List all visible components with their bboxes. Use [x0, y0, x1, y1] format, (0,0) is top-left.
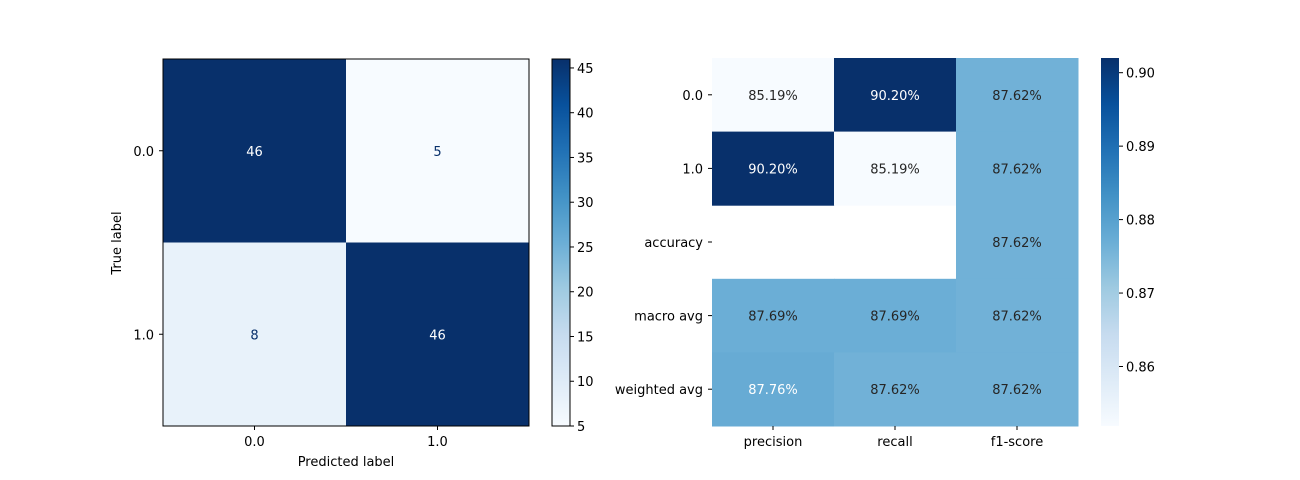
confusion-matrix-colorbar-tick-label: 20	[577, 286, 594, 301]
confusion-matrix-cell-label: 5	[433, 145, 441, 160]
classification-report-cell	[956, 278, 1079, 353]
classification-report-cell-label: 87.62%	[992, 383, 1042, 398]
classification-report-cell-label: 87.62%	[870, 383, 920, 398]
classification-report-x-ticks: precision recall f1-score	[744, 426, 1043, 450]
classification-report-cell	[956, 58, 1079, 133]
classification-report-cell	[834, 352, 957, 427]
confusion-matrix-xlabel: Predicted label	[298, 455, 395, 470]
confusion-matrix-cell-label: 46	[429, 328, 446, 343]
classification-report-x-tick-label: precision	[744, 435, 803, 450]
classification-report-cell	[956, 205, 1079, 280]
confusion-matrix-colorbar-tick-label: 35	[577, 151, 594, 166]
classification-report-colorbar-fill	[1101, 58, 1119, 426]
confusion-matrix-colorbar-frame	[551, 58, 571, 427]
classification-report-cell	[712, 58, 835, 133]
confusion-matrix-cell-label: 8	[250, 328, 258, 343]
classification-report-cell-label: 87.62%	[992, 236, 1042, 251]
classification-report-cell	[712, 352, 835, 427]
classification-report-y-tick-label: weighted avg	[615, 383, 703, 398]
confusion-matrix-y-ticks: 0.0 1.0	[133, 145, 163, 343]
classification-report-cell-label: 87.69%	[748, 310, 798, 325]
classification-report-x-tick-label: f1-score	[991, 435, 1043, 450]
confusion-matrix-cell-labels: 46 5 8 46	[246, 145, 446, 344]
classification-report-colorbar: 0.86 0.87 0.88 0.89 0.90	[1101, 58, 1155, 426]
confusion-matrix-colorbar-tick-label: 25	[577, 241, 594, 256]
confusion-matrix-colorbar: 5 10 15 20 25 30 35 40 45	[551, 58, 594, 435]
confusion-matrix-colorbar-tick-label: 30	[577, 196, 594, 211]
confusion-matrix-ylabel: True label	[110, 211, 125, 275]
classification-report-cell-label: 87.69%	[870, 310, 920, 325]
confusion-matrix-y-tick-label: 0.0	[133, 145, 154, 160]
classification-report-colorbar-tick-label: 0.90	[1126, 67, 1155, 82]
classification-report-colorbar-tick-label: 0.88	[1126, 214, 1155, 229]
confusion-matrix-cells	[163, 59, 530, 427]
classification-report-cell	[834, 131, 957, 206]
classification-report-cell	[956, 131, 1079, 206]
confusion-matrix-x-tick-label: 1.0	[427, 435, 448, 450]
confusion-matrix-cell	[163, 59, 347, 243]
classification-report-cells	[712, 58, 1079, 427]
confusion-matrix-cell	[346, 242, 530, 427]
classification-report-cell-label: 87.76%	[748, 383, 798, 398]
classification-report-cell-label: 87.62%	[992, 310, 1042, 325]
confusion-matrix-colorbar-fill	[552, 59, 570, 426]
classification-report-y-tick-label: macro avg	[634, 310, 703, 325]
classification-report-cell	[834, 58, 957, 133]
classification-report-cell	[956, 352, 1079, 427]
classification-report-cell	[712, 131, 835, 206]
classification-report-y-tick-label: accuracy	[644, 236, 703, 251]
confusion-matrix-cell	[163, 242, 347, 427]
classification-report-y-ticks: 0.0 1.0 accuracy macro avg weighted avg	[615, 89, 712, 398]
classification-report-y-tick-label: 1.0	[682, 162, 703, 177]
confusion-matrix-colorbar-tick-label: 15	[577, 330, 594, 345]
confusion-matrix-cell-label: 46	[246, 145, 263, 160]
classification-report-colorbar-tick-label: 0.86	[1126, 361, 1155, 376]
classification-report-colorbar-ticks: 0.86 0.87 0.88 0.89 0.90	[1119, 67, 1155, 376]
classification-report-cell-labels: 85.19% 90.20% 87.62% 90.20% 85.19% 87.62% 87.6…	[748, 89, 1042, 398]
classification-report-cell-label: 85.19%	[870, 162, 920, 177]
confusion-matrix-y-tick-label: 1.0	[133, 328, 154, 343]
confusion-matrix-colorbar-ticks: 5 10 15 20 25 30 35 40 45	[570, 62, 594, 435]
classification-report-cell-label: 87.62%	[992, 162, 1042, 177]
confusion-matrix-colorbar-tick-label: 40	[577, 107, 594, 122]
confusion-matrix-x-tick-label: 0.0	[244, 435, 265, 450]
classification-report-cell-label: 87.62%	[992, 89, 1042, 104]
classification-report-cell-label: 90.20%	[870, 89, 920, 104]
classification-report-colorbar-tick-label: 0.87	[1126, 287, 1155, 302]
classification-report-cell	[712, 278, 835, 353]
classification-report-y-tick-label: 0.0	[682, 89, 703, 104]
confusion-matrix-colorbar-tick-label: 45	[577, 62, 594, 77]
confusion-matrix-chart: 46 5 8 46 0.0 1.0 0.0 1.0 Predicted label Tru…	[110, 58, 530, 470]
classification-report-cell-label: 85.19%	[748, 89, 798, 104]
classification-report-x-tick-label: recall	[877, 435, 912, 450]
confusion-matrix-cell	[346, 59, 530, 243]
confusion-matrix-colorbar-tick-label: 5	[577, 420, 585, 435]
classification-report-cell	[834, 278, 957, 353]
confusion-matrix-colorbar-tick-label: 10	[577, 375, 594, 390]
classification-report-cell-label: 90.20%	[748, 162, 798, 177]
confusion-matrix-x-ticks: 0.0 1.0	[244, 426, 448, 450]
classification-report-colorbar-tick-label: 0.89	[1126, 140, 1155, 155]
confusion-matrix-frame	[162, 58, 530, 427]
classification-report-chart: 85.19% 90.20% 87.62% 90.20% 85.19% 87.62% 87.6…	[615, 58, 1079, 450]
